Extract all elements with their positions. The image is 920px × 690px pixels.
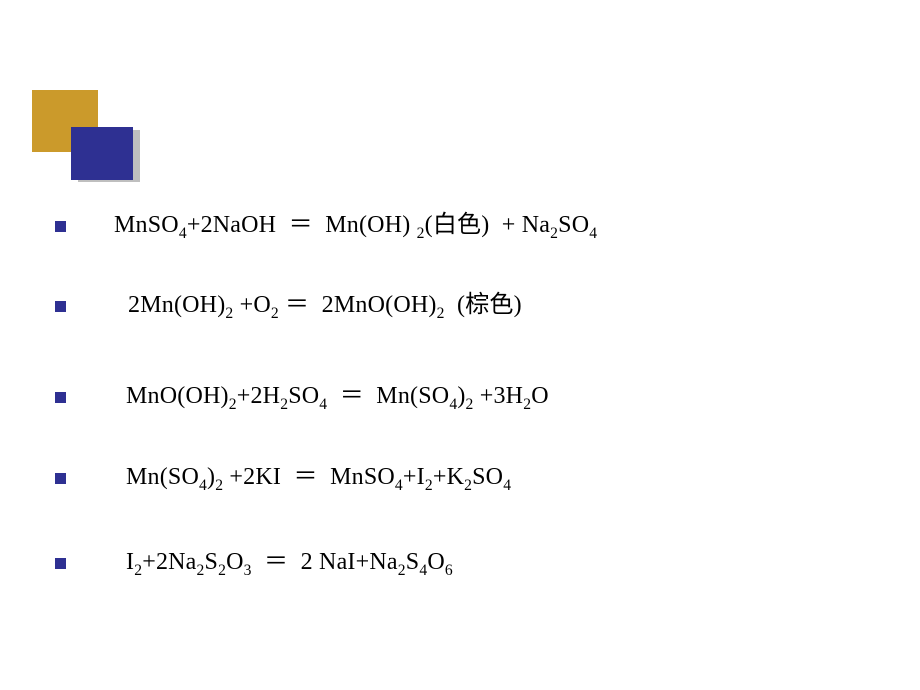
equation-text: I2+2Na2S2O3 ＝ 2 NaI+Na2S4O6 <box>114 547 453 578</box>
square-bullet-icon <box>55 221 66 232</box>
equation-text: 2Mn(OH)2 +O2 ＝ 2MnO(OH)2 (棕色) <box>114 290 522 321</box>
equation-line: 2Mn(OH)2 +O2 ＝ 2MnO(OH)2 (棕色) <box>55 290 875 321</box>
equation-list: MnSO4+2NaOH ＝ Mn(OH) 2(白色) + Na2SO4 2Mn(O… <box>55 210 875 578</box>
slide: { "decorations": { "gold": { "x": 32, "y… <box>0 0 920 690</box>
equation-text: Mn(SO4)2 +2KI ＝ MnSO4+I2+K2SO4 <box>114 462 511 493</box>
square-bullet-icon <box>55 301 66 312</box>
equation-text: MnO(OH)2+2H2SO4 ＝ Mn(SO4)2 +3H2O <box>114 381 549 412</box>
equation-line: I2+2Na2S2O3 ＝ 2 NaI+Na2S4O6 <box>55 547 875 578</box>
equation-text: MnSO4+2NaOH ＝ Mn(OH) 2(白色) + Na2SO4 <box>114 210 597 241</box>
square-bullet-icon <box>55 558 66 569</box>
square-bullet-icon <box>55 473 66 484</box>
equation-line: MnSO4+2NaOH ＝ Mn(OH) 2(白色) + Na2SO4 <box>55 210 875 241</box>
equation-line: MnO(OH)2+2H2SO4 ＝ Mn(SO4)2 +3H2O <box>55 381 875 412</box>
square-bullet-icon <box>55 392 66 403</box>
equation-line: Mn(SO4)2 +2KI ＝ MnSO4+I2+K2SO4 <box>55 462 875 493</box>
corner-blue-block <box>71 127 133 180</box>
